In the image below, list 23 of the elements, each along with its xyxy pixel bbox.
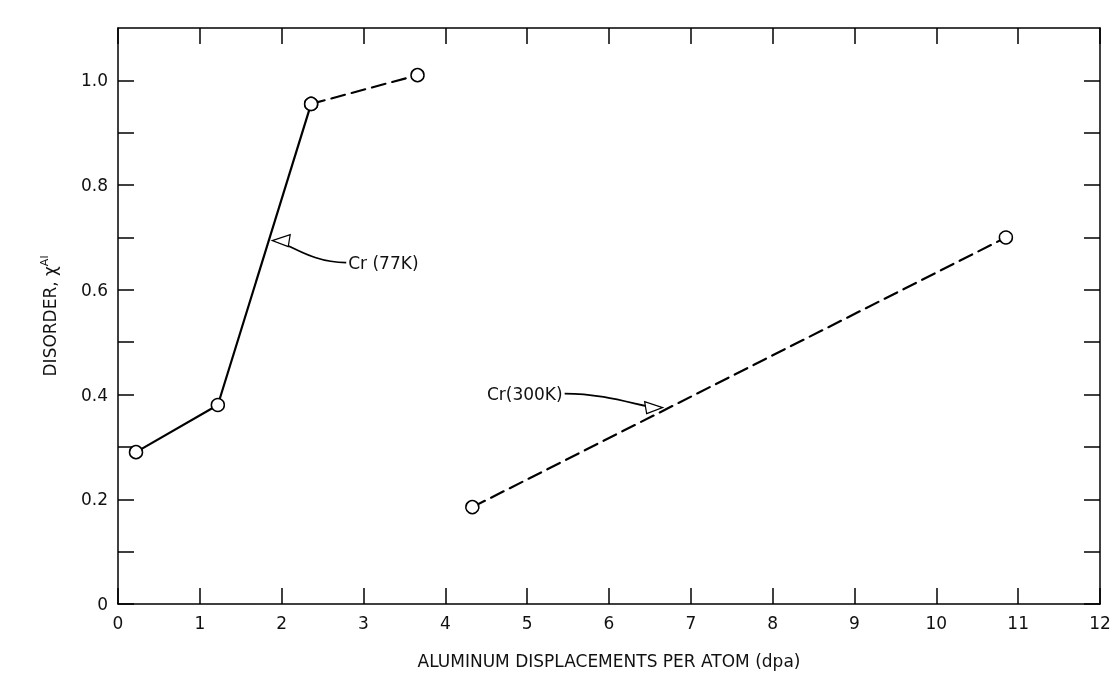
y-tick-label: 0.2 <box>80 489 108 510</box>
x-tick-label: 5 <box>521 612 533 633</box>
x-axis-title: ALUMINUM DISPLACEMENTS PER ATOM (dpa) <box>417 650 801 671</box>
x-tick-label: 4 <box>439 612 451 633</box>
x-tick-label: 3 <box>358 612 369 633</box>
y-tick-label: 0.8 <box>80 175 108 196</box>
x-tick-label: 11 <box>1007 612 1029 633</box>
x-tick-label: 7 <box>685 612 697 633</box>
x-tick-label: 2 <box>276 612 288 633</box>
x-tick-label: 9 <box>849 612 860 633</box>
x-tick-label: 6 <box>603 612 615 633</box>
y-tick-label: 1.0 <box>80 70 108 91</box>
x-tick-label: 12 <box>1089 612 1111 633</box>
x-tick-label: 8 <box>767 612 779 633</box>
annotation: Cr(300K) <box>486 383 563 404</box>
y-tick-label: 0.4 <box>80 384 108 405</box>
x-tick-label: 10 <box>925 612 948 633</box>
y-tick-label: 0.6 <box>80 279 108 300</box>
x-tick-label: 1 <box>194 612 206 633</box>
y-axis-title: DISORDER, χAl <box>38 255 60 377</box>
annotation: Cr (77K) <box>348 252 419 273</box>
x-tick-label: 0 <box>112 612 124 633</box>
y-tick-label: 0 <box>97 594 108 614</box>
